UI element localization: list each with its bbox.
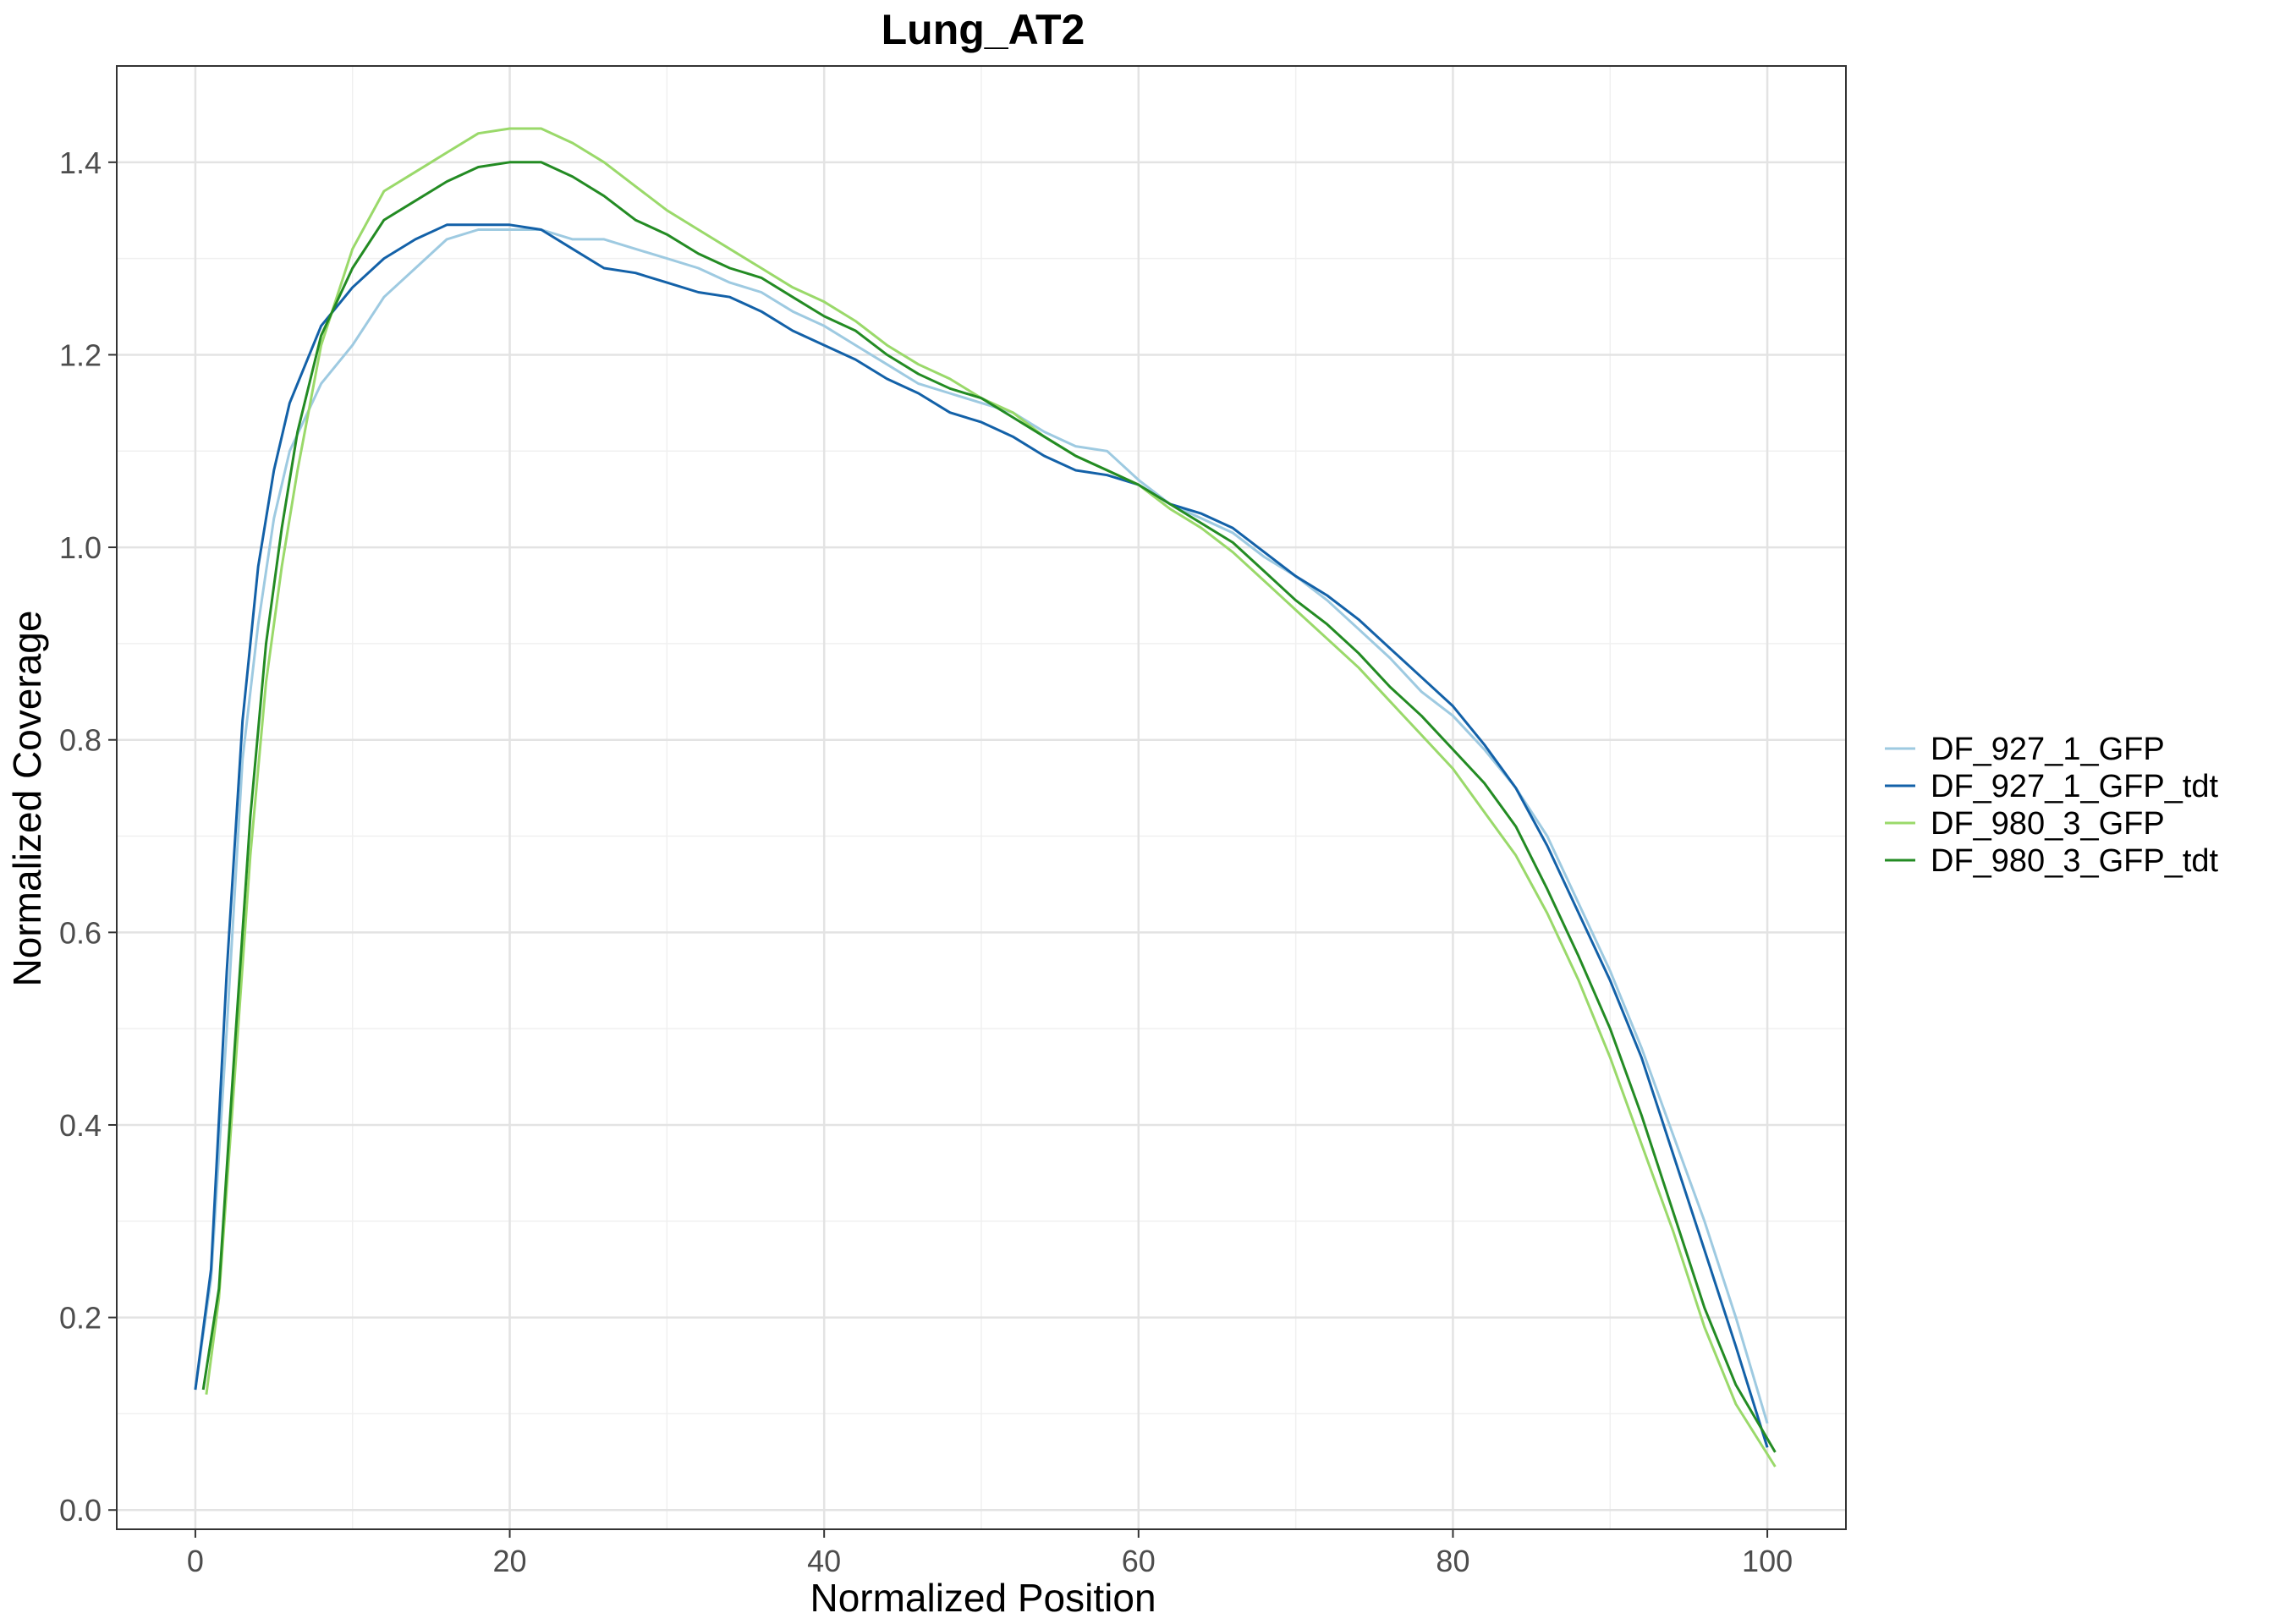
legend-label-2: DF_927_1_GFP_tdt (1931, 769, 2219, 804)
series-line-2 (194, 223, 1769, 1448)
y-axis-title: Normalized Coverage (5, 611, 49, 987)
x-tick-label: 20 (493, 1544, 527, 1578)
chart-title: Lung_AT2 (882, 6, 1085, 53)
series-lines (194, 127, 1777, 1468)
x-tick-label: 60 (1122, 1544, 1156, 1578)
y-tick-label: 1.4 (59, 145, 102, 180)
series-line-1 (194, 228, 1769, 1424)
plot-panel-border (116, 65, 1847, 1530)
grid (117, 66, 1846, 1529)
series-line-3 (205, 127, 1777, 1468)
y-tick-label: 0.8 (59, 723, 102, 758)
x-tick-label: 40 (807, 1544, 841, 1578)
legend-label-1: DF_927_1_GFP (1931, 732, 2165, 767)
series-line-4 (201, 161, 1777, 1453)
y-tick-label: 0.0 (59, 1493, 102, 1528)
legend: DF_927_1_GFPDF_927_1_GFP_tdtDF_980_3_GFP… (1885, 732, 2219, 879)
legend-label-4: DF_980_3_GFP_tdt (1931, 843, 2219, 879)
axes: 0 20 40 60 80 100 0.0 0.2 0.4 0.6 0.8 1.0 1.2 1.4 (59, 145, 1793, 1578)
y-tick-label: 0.2 (59, 1301, 102, 1336)
legend-label-3: DF_980_3_GFP (1931, 806, 2165, 842)
x-tick-label: 100 (1742, 1544, 1793, 1578)
x-tick-label: 0 (187, 1544, 204, 1578)
x-tick-label: 80 (1436, 1544, 1469, 1578)
y-tick-label: 1.2 (59, 337, 102, 372)
y-tick-label: 0.4 (59, 1108, 102, 1143)
x-axis-title: Normalized Position (810, 1576, 1156, 1620)
y-tick-label: 1.0 (59, 530, 102, 565)
y-tick-label: 0.6 (59, 915, 102, 950)
